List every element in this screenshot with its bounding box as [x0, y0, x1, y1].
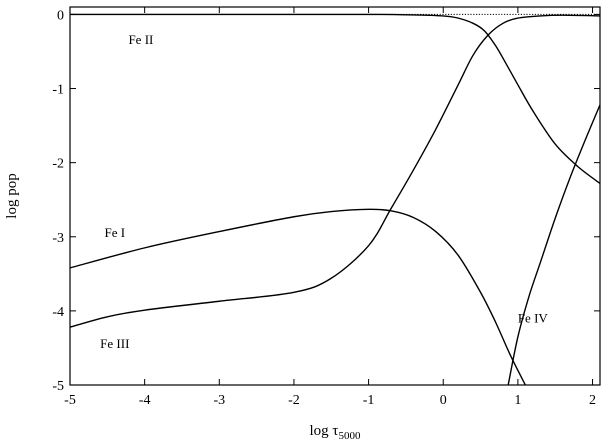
x-tick-label: -3: [213, 393, 225, 408]
y-tick-label: -1: [52, 83, 64, 98]
series-line-fe-iii: [69, 14, 601, 328]
plot-frame: [69, 6, 601, 386]
series-line-fe-i: [69, 208, 526, 386]
series-line-fe-iv: [507, 104, 601, 386]
series-label-fe-ii: Fe II: [128, 32, 153, 47]
y-axis-label: log pop: [4, 173, 20, 218]
x-tick-label: 0: [440, 393, 447, 408]
x-axis-label-main: log τ: [310, 423, 339, 439]
axis-ticks: -5 -4 -3 -2 -1 0 1 2 0 -1 -2 -3 -4 -5: [52, 7, 600, 408]
series-curves: [69, 13, 601, 386]
series-label-fe-i: Fe I: [104, 225, 125, 240]
y-tick-label: -5: [52, 379, 64, 394]
x-axis-label: log τ5000: [310, 423, 361, 441]
series-annotations: Fe II Fe I Fe III Fe IV: [100, 32, 548, 351]
x-tick-label: -2: [288, 393, 300, 408]
y-tick-label: -3: [52, 231, 64, 246]
x-tick-label: 1: [514, 393, 521, 408]
x-tick-label: 2: [589, 393, 596, 408]
series-label-fe-iv: Fe IV: [518, 311, 549, 326]
x-tick-label: -4: [139, 393, 151, 408]
y-tick-label: -4: [52, 305, 64, 320]
y-tick-label: -2: [52, 157, 64, 172]
x-axis-label-subscript: 5000: [338, 430, 361, 441]
y-tick-label: 0: [57, 8, 64, 23]
x-tick-label: -5: [64, 393, 76, 408]
series-line-fe-ii: [70, 13, 601, 184]
series-label-fe-iii: Fe III: [100, 336, 129, 351]
x-tick-label: -1: [363, 393, 375, 408]
